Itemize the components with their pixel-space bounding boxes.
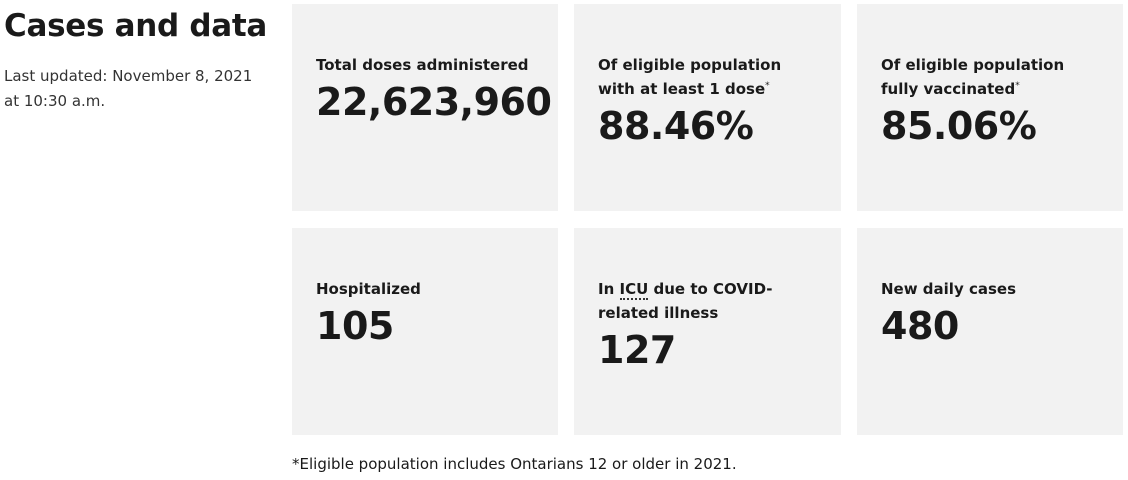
stat-value: 88.46%: [598, 104, 754, 148]
stat-card-hospitalized: Hospitalized 105: [292, 228, 558, 435]
stat-value: 127: [598, 328, 676, 372]
stat-label: New daily cases: [881, 277, 1103, 301]
footnote: *Eligible population includes Ontarians …: [292, 455, 737, 473]
stat-card-fully-vaccinated: Of eligible population fully vaccinated*…: [857, 4, 1123, 211]
stat-value: 22,623,960: [316, 80, 552, 124]
stats-grid: Total doses administered 22,623,960 Of e…: [292, 4, 1123, 435]
stat-label-text: New daily cases: [881, 280, 1016, 298]
stat-label-text: Hospitalized: [316, 280, 421, 298]
stat-card-total-doses: Total doses administered 22,623,960: [292, 4, 558, 211]
page-title: Cases and data: [4, 8, 268, 44]
footnote-marker: *: [1015, 81, 1020, 91]
last-updated-text: Last updated: November 8, 2021 at 10:30 …: [4, 67, 253, 110]
stat-label-suffix: due to COVID-related illness: [598, 280, 773, 322]
stat-card-icu: In ICU due to COVID-related illness 127: [574, 228, 841, 435]
stat-card-at-least-one-dose: Of eligible population with at least 1 d…: [574, 4, 841, 211]
stat-label-text: Of eligible population fully vaccinated: [881, 56, 1065, 98]
stat-label: Hospitalized: [316, 277, 538, 301]
intro-block: Cases and data Last updated: November 8,…: [4, 6, 274, 114]
stat-value: 105: [316, 304, 394, 348]
stat-label: In ICU due to COVID-related illness: [598, 277, 821, 325]
stat-card-new-daily-cases: New daily cases 480: [857, 228, 1123, 435]
stat-value: 85.06%: [881, 104, 1037, 148]
stat-label-prefix: In: [598, 280, 615, 298]
icu-abbreviation[interactable]: ICU: [619, 280, 649, 300]
stat-label-text: Total doses administered: [316, 56, 529, 74]
stat-value: 480: [881, 304, 959, 348]
stat-label: Of eligible population fully vaccinated*: [881, 53, 1103, 101]
footnote-marker: *: [765, 81, 770, 91]
stat-label-text: Of eligible population with at least 1 d…: [598, 56, 782, 98]
stat-label: Of eligible population with at least 1 d…: [598, 53, 821, 101]
stat-label: Total doses administered: [316, 53, 538, 77]
